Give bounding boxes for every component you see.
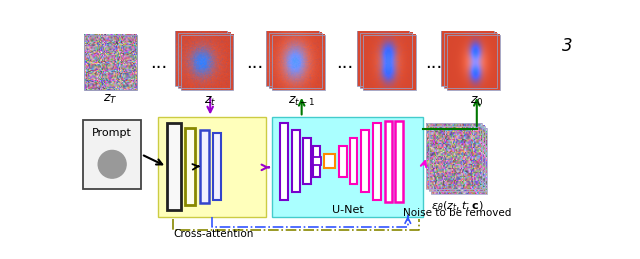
Bar [426,124,482,189]
Bar [272,35,325,90]
Bar [167,124,180,210]
Bar [313,157,321,165]
Bar [363,35,415,90]
Bar [444,33,497,88]
Bar [83,120,141,189]
Bar [292,131,300,192]
Text: 3: 3 [561,37,572,55]
Bar [441,30,494,86]
Bar [280,123,288,200]
Text: ...: ... [337,54,354,72]
Bar [213,133,221,200]
Bar [373,123,381,200]
Text: $z_0$: $z_0$ [470,95,484,108]
Bar [360,33,412,88]
Bar [396,121,403,202]
Bar [356,30,410,86]
Text: U-Net: U-Net [332,205,364,215]
Text: $z_T$: $z_T$ [103,93,118,106]
Bar [175,30,227,86]
Bar [447,35,500,90]
Bar [180,35,234,90]
Bar [431,128,487,193]
Text: Cross-attention: Cross-attention [173,229,253,239]
Bar [266,30,319,86]
Bar [200,130,209,203]
Text: Noise to be removed: Noise to be removed [403,208,511,218]
Bar [339,146,347,177]
Text: $\epsilon_\theta(z_t, t; \mathbf{c})$: $\epsilon_\theta(z_t, t; \mathbf{c})$ [431,200,484,213]
Bar [272,117,423,217]
Text: Prompt: Prompt [92,128,132,139]
Bar [349,138,358,184]
Bar [429,126,484,191]
Bar [312,146,320,177]
Text: $z_t$: $z_t$ [204,95,216,108]
Text: ...: ... [150,54,168,72]
Text: ...: ... [426,54,443,72]
Bar [84,35,136,90]
Bar [157,117,266,217]
Circle shape [98,150,126,178]
Bar [303,138,311,184]
Bar [178,33,230,88]
Bar [324,154,335,168]
Bar [362,131,369,192]
Text: $z_{t-1}$: $z_{t-1}$ [288,95,316,108]
Bar [184,128,195,205]
Text: ...: ... [246,54,264,72]
Bar [269,33,322,88]
Bar [385,121,392,202]
